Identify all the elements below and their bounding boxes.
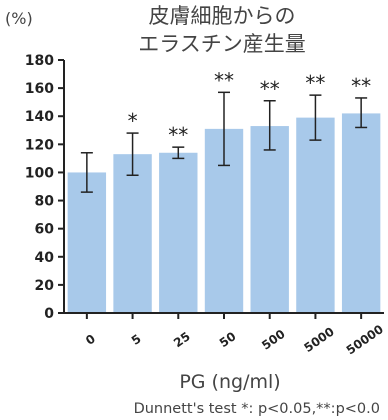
y-tick-label: 20 bbox=[35, 278, 55, 294]
y-tick-label: 0 bbox=[44, 306, 54, 322]
significance-marks: ***** ** ** ** bbox=[128, 68, 372, 147]
chart-title-line-1: 皮膚細胞からの bbox=[149, 4, 296, 28]
y-tick-label: 120 bbox=[25, 137, 54, 153]
y-tick-label: 80 bbox=[35, 194, 55, 210]
significance-mark: * bbox=[128, 109, 138, 133]
y-tick-label: 160 bbox=[25, 81, 54, 97]
y-tick-label: 180 bbox=[25, 53, 54, 69]
bars bbox=[67, 113, 381, 314]
significance-mark: ** bbox=[260, 77, 280, 101]
x-axis-label: PG (ng/ml) bbox=[179, 371, 280, 393]
x-tick-label: 500 bbox=[259, 327, 288, 353]
x-tick-label: 0 bbox=[83, 332, 98, 348]
x-tick-label: 25 bbox=[171, 329, 193, 350]
error-bars bbox=[80, 91, 368, 193]
bar bbox=[159, 152, 198, 313]
bar bbox=[67, 172, 107, 313]
chart-title-line-2: エラスチン産生量 bbox=[138, 32, 306, 56]
significance-mark: ** bbox=[305, 71, 325, 95]
y-tick-label: 60 bbox=[35, 222, 55, 238]
y-tick-label: 100 bbox=[25, 165, 54, 181]
bar bbox=[250, 126, 289, 313]
bar bbox=[341, 113, 381, 314]
y-axis-ticks: 0 20 40 60 80 100 120 140 160 180 bbox=[25, 53, 64, 322]
y-tick-label: 140 bbox=[25, 109, 54, 125]
significance-mark: ** bbox=[351, 74, 371, 98]
x-tick-label: 5 bbox=[129, 332, 144, 348]
footnote: Dunnett's test *: p<0.05,**:p<0.0 bbox=[134, 401, 380, 417]
y-tick-label: 40 bbox=[35, 250, 55, 266]
x-tick-label: 5000 bbox=[301, 324, 336, 355]
significance-mark: ** bbox=[214, 68, 234, 92]
x-tick-label: 50 bbox=[217, 329, 239, 350]
y-axis-label: (%) bbox=[5, 9, 33, 28]
bar bbox=[113, 154, 152, 313]
bar bbox=[296, 117, 335, 313]
x-tick-label: 50000 bbox=[344, 322, 386, 357]
x-axis-ticks: 0 5 25 50 500 5000 50000 bbox=[83, 313, 386, 357]
significance-mark: ** bbox=[168, 123, 188, 147]
